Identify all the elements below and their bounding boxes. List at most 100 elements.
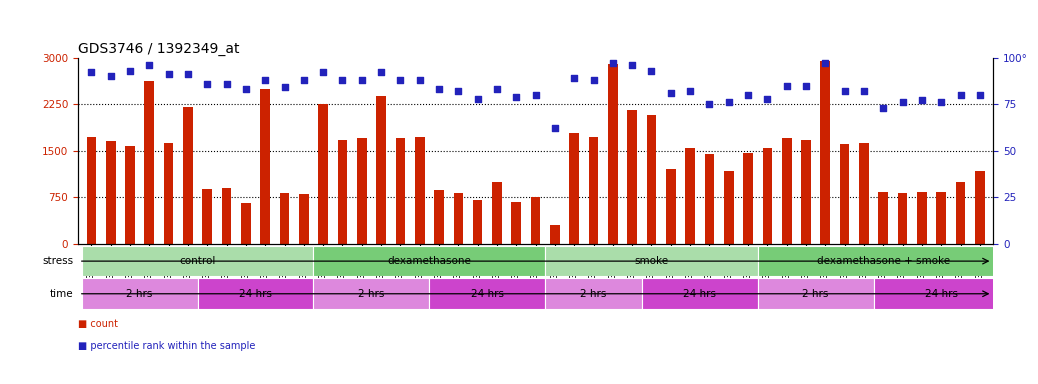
Point: [740, 92, 757, 98]
Bar: [641, 278, 758, 309]
Point: [875, 105, 892, 111]
Text: stress: stress: [43, 256, 74, 266]
Text: control: control: [180, 256, 216, 266]
Text: 2 hrs: 2 hrs: [802, 289, 829, 299]
Bar: [261, 89, 270, 244]
Point: [103, 73, 119, 79]
Bar: [299, 194, 308, 244]
Bar: [319, 104, 328, 244]
Point: [855, 88, 872, 94]
Bar: [758, 246, 1009, 276]
Bar: [859, 143, 869, 244]
Point: [276, 84, 293, 91]
Text: 24 hrs: 24 hrs: [239, 289, 272, 299]
Bar: [758, 278, 874, 309]
Bar: [82, 246, 313, 276]
Bar: [666, 169, 676, 244]
Bar: [820, 61, 830, 244]
Bar: [337, 139, 348, 244]
Point: [218, 81, 235, 87]
Bar: [705, 154, 714, 244]
Text: smoke: smoke: [634, 256, 668, 266]
Point: [354, 77, 371, 83]
Text: GDS3746 / 1392349_at: GDS3746 / 1392349_at: [78, 42, 240, 56]
Bar: [589, 137, 598, 244]
Bar: [106, 141, 115, 244]
Bar: [395, 138, 405, 244]
Bar: [86, 137, 97, 244]
Point: [489, 86, 506, 92]
Bar: [840, 144, 849, 244]
Point: [508, 94, 524, 100]
Bar: [222, 188, 231, 244]
Bar: [530, 197, 541, 244]
Bar: [874, 278, 1009, 309]
Bar: [782, 138, 792, 244]
Text: 24 hrs: 24 hrs: [471, 289, 503, 299]
Point: [121, 68, 138, 74]
Point: [837, 88, 853, 94]
Text: time: time: [50, 289, 74, 299]
Point: [604, 60, 621, 66]
Bar: [743, 153, 753, 244]
Bar: [545, 246, 758, 276]
Point: [972, 92, 988, 98]
Point: [160, 71, 176, 78]
Bar: [164, 143, 173, 244]
Point: [199, 81, 216, 87]
Point: [720, 99, 737, 105]
Bar: [313, 246, 545, 276]
Point: [256, 77, 273, 83]
Bar: [685, 147, 695, 244]
Point: [83, 70, 100, 76]
Text: 24 hrs: 24 hrs: [925, 289, 958, 299]
Text: dexamethasone + smoke: dexamethasone + smoke: [817, 256, 950, 266]
Bar: [492, 182, 501, 244]
Point: [547, 125, 564, 131]
Point: [585, 77, 602, 83]
Point: [662, 90, 679, 96]
Point: [759, 96, 775, 102]
Bar: [241, 203, 251, 244]
Bar: [126, 146, 135, 244]
Bar: [627, 110, 637, 244]
Point: [315, 70, 331, 76]
Point: [933, 99, 950, 105]
Point: [411, 77, 428, 83]
Bar: [183, 107, 193, 244]
Point: [180, 71, 196, 78]
Point: [798, 83, 815, 89]
Text: ■ count: ■ count: [78, 319, 118, 329]
Point: [644, 68, 660, 74]
Bar: [608, 64, 618, 244]
Bar: [878, 192, 889, 244]
Text: 2 hrs: 2 hrs: [580, 289, 607, 299]
Bar: [144, 81, 154, 244]
Bar: [801, 139, 811, 244]
Point: [527, 92, 544, 98]
Point: [701, 101, 717, 107]
Text: 24 hrs: 24 hrs: [683, 289, 716, 299]
Bar: [647, 115, 656, 244]
Point: [334, 77, 351, 83]
Text: 2 hrs: 2 hrs: [358, 289, 385, 299]
Bar: [570, 133, 579, 244]
Bar: [313, 278, 430, 309]
Bar: [545, 278, 641, 309]
Bar: [434, 190, 444, 244]
Point: [238, 86, 254, 92]
Bar: [202, 189, 212, 244]
Bar: [454, 193, 463, 244]
Bar: [936, 192, 946, 244]
Bar: [357, 138, 366, 244]
Bar: [197, 278, 313, 309]
Bar: [279, 193, 290, 244]
Bar: [430, 278, 545, 309]
Bar: [898, 193, 907, 244]
Bar: [956, 182, 965, 244]
Point: [296, 77, 312, 83]
Text: 2 hrs: 2 hrs: [127, 289, 153, 299]
Bar: [550, 225, 559, 244]
Point: [895, 99, 911, 105]
Point: [817, 60, 834, 66]
